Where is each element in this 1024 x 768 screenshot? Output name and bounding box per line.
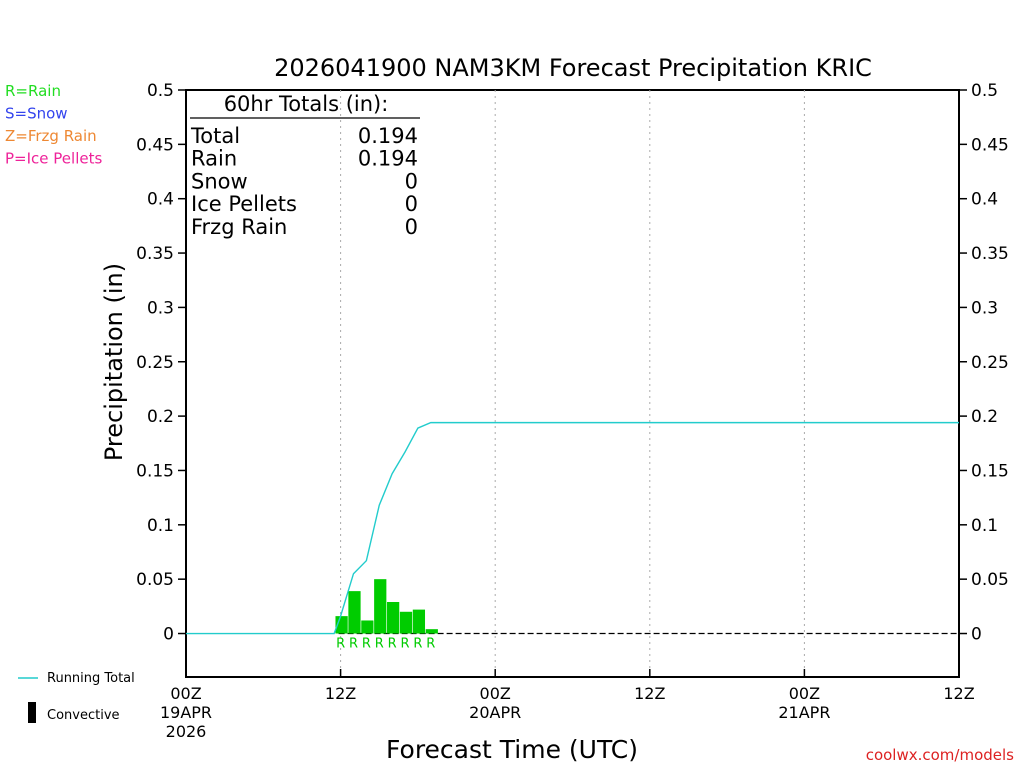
y-axis-left: 0 0.05 0.1 0.15 0.2 0.25 0.3 0.35 0.4 0.45 0.5 — [136, 81, 186, 645]
precip-type-legend: R=Rain S=Snow Z=Frzg Rain P=Ice Pellets — [5, 82, 102, 168]
precip-bar — [374, 579, 387, 634]
totals-row-value: 0.194 — [358, 124, 418, 148]
precip-type-label: R — [400, 637, 409, 652]
precip-type-label: R — [413, 637, 422, 652]
y-tick-label-right: 0 — [971, 625, 982, 645]
y-tick-label-right: 0.1 — [971, 516, 998, 536]
y-tick-label-right: 0.5 — [971, 81, 998, 101]
site-credit: coolwx.com/models — [866, 746, 1014, 764]
y-tick-label-left: 0.2 — [147, 407, 174, 427]
precip-bar — [387, 601, 400, 634]
x-tick-label: 2026 — [166, 722, 207, 741]
precip-bars — [335, 579, 438, 634]
totals-row-value: 0 — [405, 215, 418, 239]
y-axis-label: Precipitation (in) — [100, 263, 128, 461]
vertical-gridlines — [340, 90, 805, 677]
legend-type-3: P=Ice Pellets — [5, 150, 102, 168]
precip-bar — [348, 591, 361, 634]
y-tick-label-right: 0.4 — [971, 190, 998, 210]
totals-row-value: 0 — [405, 192, 418, 216]
running-total-legend-label: Running Total — [47, 671, 135, 686]
x-tick-label: 00Z — [480, 684, 511, 703]
totals-row-value: 0.194 — [358, 147, 418, 171]
running-total-line — [186, 421, 959, 635]
precip-bar — [399, 611, 413, 634]
y-tick-label-left: 0.5 — [147, 81, 174, 101]
x-tick-label: 00Z — [170, 684, 201, 703]
y-tick-label-left: 0.3 — [147, 298, 174, 318]
totals-row-label: Rain — [191, 147, 237, 171]
y-tick-label-right: 0.3 — [971, 298, 998, 318]
y-tick-label-right: 0.05 — [971, 570, 1009, 590]
y-tick-label-left: 0.25 — [136, 353, 174, 373]
chart-title: 2026041900 NAM3KM Forecast Precipitation… — [274, 54, 872, 82]
legend-type-2: Z=Frzg Rain — [5, 127, 97, 145]
y-tick-label-left: 0.4 — [147, 190, 174, 210]
y-tick-label-right: 0.15 — [971, 461, 1009, 481]
y-tick-label-left: 0.1 — [147, 516, 174, 536]
legend-type-0: R=Rain — [5, 82, 61, 100]
x-tick-label: 12Z — [634, 684, 665, 703]
x-tick-label: 21APR — [778, 703, 830, 722]
x-tick-label: 00Z — [789, 684, 820, 703]
precip-bar — [412, 609, 426, 634]
precip-type-label: R — [349, 637, 358, 652]
y-tick-label-left: 0 — [163, 625, 174, 645]
plot-frame — [185, 89, 960, 678]
y-tick-label-right: 0.2 — [971, 407, 998, 427]
y-axis-right: 0 0.05 0.1 0.15 0.2 0.25 0.3 0.35 0.4 0.45 0.5 — [959, 81, 1009, 645]
y-tick-label-right: 0.25 — [971, 353, 1009, 373]
precip-type-label: R — [336, 637, 345, 652]
y-tick-label-right: 0.45 — [971, 135, 1009, 155]
convective-legend-label: Convective — [47, 708, 120, 723]
totals-row-label: Frzg Rain — [191, 215, 287, 239]
x-tick-label: 20APR — [469, 703, 521, 722]
totals-row-label: Ice Pellets — [191, 192, 297, 216]
legend-type-1: S=Snow — [5, 105, 68, 123]
convective-legend-swatch — [28, 702, 36, 723]
precip-type-label: R — [426, 637, 435, 652]
x-tick-label: 12Z — [943, 684, 974, 703]
y-tick-label-left: 0.15 — [136, 461, 174, 481]
x-tick-label: 12Z — [325, 684, 356, 703]
precip-bar — [425, 629, 438, 634]
totals-row-label: Total — [190, 124, 240, 148]
totals-row-value: 0 — [405, 169, 418, 193]
x-axis-label: Forecast Time (UTC) — [386, 735, 638, 764]
precip-bar — [361, 620, 374, 634]
y-tick-label-left: 0.05 — [136, 570, 174, 590]
x-tick-label: 19APR — [160, 703, 212, 722]
precip-type-label: R — [375, 637, 384, 652]
y-tick-label-left: 0.45 — [136, 135, 174, 155]
totals-row-label: Snow — [191, 169, 248, 193]
precip-type-label: R — [388, 637, 397, 652]
y-tick-label-left: 0.35 — [136, 244, 174, 264]
totals-box: 60hr Totals (in): Total 0.194 Rain 0.194 Sno… — [190, 92, 420, 239]
precip-type-label: R — [362, 637, 371, 652]
totals-header: 60hr Totals (in): — [224, 92, 389, 116]
y-tick-label-right: 0.35 — [971, 244, 1009, 264]
